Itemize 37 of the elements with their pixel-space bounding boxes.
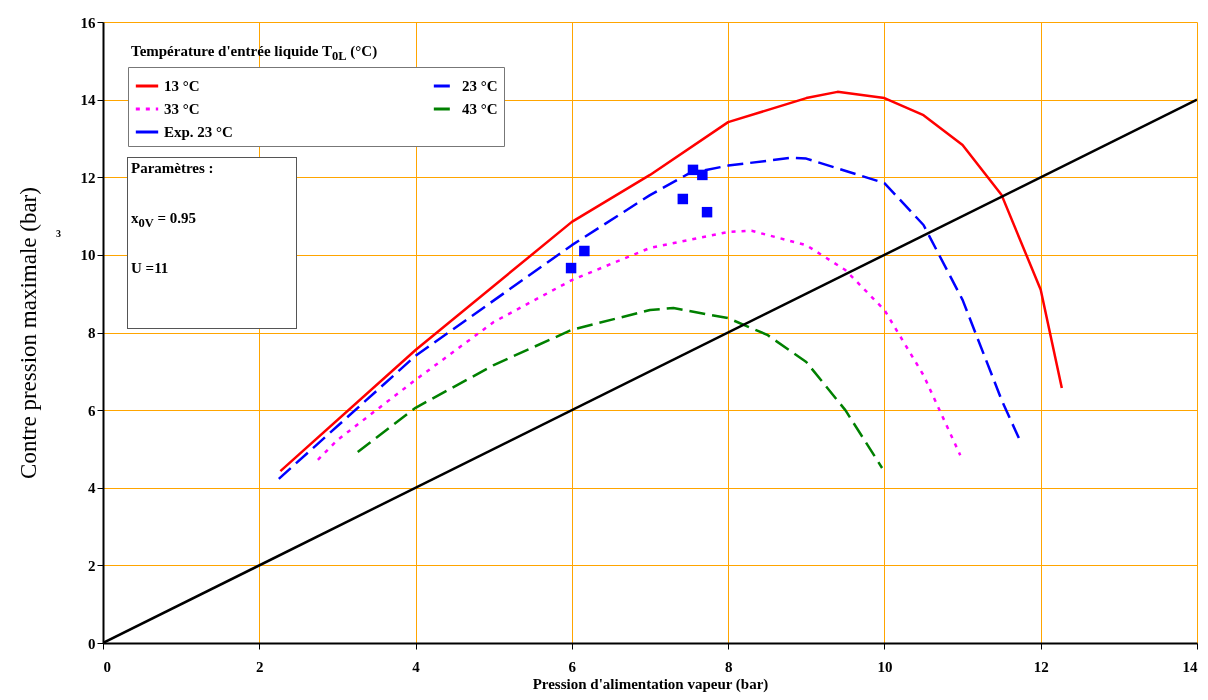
x-tick-label: 12 (1033, 658, 1049, 675)
point (697, 169, 708, 181)
y-tick-label: 4 (88, 480, 96, 497)
point (701, 206, 713, 218)
x-tick-label: 6 (568, 658, 577, 675)
y-tick-label: 16 (80, 14, 96, 31)
legend-label: 13 °C (164, 78, 200, 94)
point (677, 193, 689, 205)
y-tick-label: 10 (80, 247, 96, 264)
line-series (279, 90, 1064, 473)
text: 3 (56, 228, 61, 239)
line-series (356, 306, 884, 470)
y-tick-label: 6 (88, 402, 96, 419)
y-tick-label: 0 (88, 635, 96, 652)
annotation: x$_{0V}$ = 0.95 (131, 210, 197, 231)
x-tick-label: 8 (724, 658, 733, 675)
y-tick-label: 12 (80, 169, 96, 186)
annotation: U =11 (131, 260, 169, 277)
x-tick-label: 4 (412, 658, 421, 675)
x-tick-label: 0 (103, 658, 111, 675)
x-tick-label: 10 (877, 658, 893, 675)
y-axis-title: Contre pression maximale (bar) (15, 187, 41, 479)
y-tick-label: 2 (88, 557, 96, 574)
y-tick-label: 8 (88, 325, 96, 341)
x-axis-title: Pression d'alimentation vapeur (bar) (532, 675, 769, 693)
legend-label: 23 °C (462, 78, 498, 94)
legend-label: 43 °C (462, 101, 498, 117)
y-tick-label: 14 (80, 92, 96, 109)
x-tick-label: 14 (1182, 658, 1198, 675)
point (579, 245, 590, 257)
point (565, 262, 577, 274)
line-series (277, 156, 1021, 481)
legend-label: Exp. 23 °C (164, 124, 233, 140)
line-series (316, 229, 962, 462)
x-tick-label: 2 (256, 658, 264, 675)
legend-label: 33 °C (164, 101, 200, 117)
annotation: Paramètres : (131, 160, 214, 177)
